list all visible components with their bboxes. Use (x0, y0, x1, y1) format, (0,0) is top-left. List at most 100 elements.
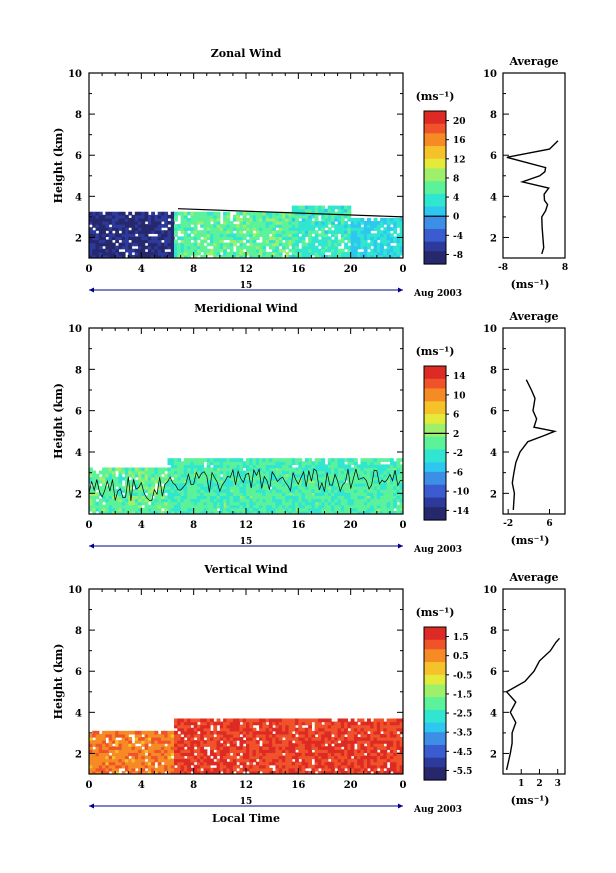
heatmap-cell (151, 746, 156, 750)
heatmap-cell (187, 479, 191, 484)
heatmap-cell (370, 236, 375, 241)
heatmap-cell (206, 211, 211, 216)
heatmap-cell (177, 770, 182, 774)
heatmap-cell (239, 730, 244, 735)
heatmap-cell (331, 254, 335, 258)
heatmap-cell (288, 230, 293, 234)
heatmap-cell (275, 242, 280, 247)
heatmap-cell (321, 473, 326, 478)
heatmap-cell (213, 492, 218, 496)
heatmap-cell (295, 507, 299, 512)
heatmap-cell (134, 242, 139, 247)
heatmap-cell (138, 737, 142, 741)
heatmap-cell (268, 214, 273, 219)
heatmap-cell (363, 464, 368, 469)
heatmap-cell (183, 473, 188, 478)
heatmap-cell (242, 254, 247, 258)
heatmap-cell (350, 224, 355, 228)
heatmap-cell (164, 746, 169, 750)
heatmap-cell (317, 233, 322, 238)
heatmap-cell (259, 733, 263, 738)
heatmap-cell (154, 467, 159, 472)
heatmap-cell (95, 486, 100, 490)
heatmap-cell (105, 743, 110, 747)
heatmap-cell (164, 221, 169, 225)
heatmap-cell (213, 227, 218, 231)
heatmap-cell (187, 721, 191, 726)
heatmap-cell (95, 224, 100, 228)
heatmap-cell (317, 507, 322, 512)
heatmap-cell (252, 242, 257, 247)
heatmap-cell (144, 486, 149, 490)
heatmap-cell (131, 498, 136, 503)
heatmap-cell (226, 767, 231, 772)
heatmap-cell (298, 501, 303, 506)
heatmap-cell (108, 755, 113, 760)
heatmap-cell (141, 758, 146, 763)
heatmap-cell (232, 458, 237, 462)
heatmap-cell (111, 236, 116, 241)
heatmap-cell (206, 470, 211, 475)
colorbar-tick-label: 10 (453, 391, 466, 401)
heatmap-cell (180, 227, 185, 231)
heatmap-cell (118, 730, 123, 735)
heatmap-cell (334, 479, 339, 484)
heatmap-cell (102, 236, 106, 241)
heatmap-cell (370, 498, 375, 503)
heatmap-cell (252, 743, 257, 747)
heatmap-cell (373, 245, 378, 250)
heatmap-cell (288, 214, 293, 219)
heatmap-cell (278, 461, 283, 465)
x-tick-label: 0 (86, 520, 93, 531)
heatmap-cell (177, 251, 182, 256)
heatmap-cell (89, 242, 93, 247)
heatmap-cell (246, 718, 250, 723)
heatmap-cell (213, 233, 218, 238)
heatmap-cell (246, 489, 250, 493)
heatmap-cell (337, 473, 342, 478)
heatmap-cell (344, 495, 348, 500)
heatmap-cell (278, 504, 283, 509)
heatmap-cell (196, 764, 201, 769)
heatmap-cell (239, 718, 244, 723)
heatmap-cell (193, 254, 198, 258)
heatmap-cell (295, 510, 299, 514)
heatmap-cell (232, 464, 237, 469)
heatmap-cell (174, 464, 178, 469)
heatmap-cell (102, 764, 106, 769)
heatmap-cell (308, 242, 313, 247)
heatmap-cell (347, 248, 352, 253)
heatmap-cell (115, 510, 120, 514)
heatmap-cell (242, 495, 247, 500)
heatmap-cell (376, 221, 381, 225)
heatmap-cell (131, 224, 136, 228)
heatmap-cell (389, 248, 394, 253)
heatmap-cell (380, 498, 384, 503)
heatmap-cell (151, 510, 156, 514)
heatmap-cell (249, 248, 254, 253)
heatmap-cell (255, 733, 260, 738)
heatmap-cell (357, 498, 362, 503)
heatmap-cell (242, 242, 247, 247)
heatmap-cell (229, 507, 234, 512)
heatmap-cell (229, 227, 234, 231)
heatmap-cell (183, 724, 188, 729)
heatmap-cell (157, 242, 162, 247)
heatmap-cell (350, 492, 355, 496)
heatmap-cell (229, 770, 234, 774)
heatmap-cell (157, 495, 162, 500)
heatmap-cell (121, 743, 126, 747)
heatmap-cell (200, 510, 205, 514)
heatmap-cell (255, 740, 260, 744)
heatmap-cell (160, 254, 165, 258)
heatmap-cell (304, 458, 309, 462)
heatmap-cell (265, 764, 270, 769)
heatmap-cell (111, 501, 116, 506)
heatmap-cell (177, 473, 182, 478)
heatmap-cell (128, 770, 133, 774)
heatmap-cell (232, 233, 237, 238)
heatmap-cell (92, 498, 97, 503)
colorbar-segment (424, 244, 446, 249)
heatmap-cell (242, 236, 247, 241)
heatmap-cell (200, 464, 205, 469)
